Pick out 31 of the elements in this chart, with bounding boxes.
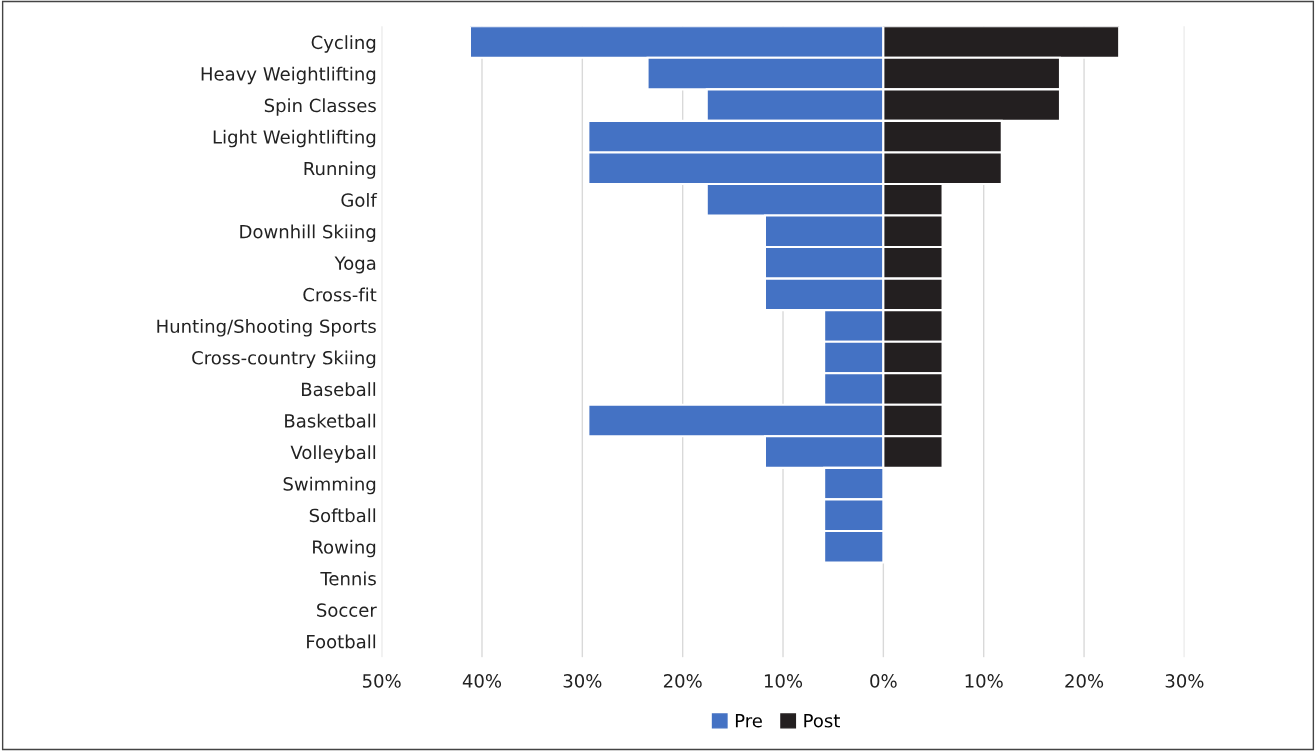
x-tick-label: 30% <box>563 674 602 688</box>
y-tick-label: Running <box>304 161 376 179</box>
x-tick-label: 10% <box>965 674 1003 688</box>
x-tick-label: 20% <box>1065 674 1104 688</box>
x-tick-label: 40% <box>462 674 502 688</box>
y-tick-label: Volleyball <box>290 445 376 463</box>
y-tick-label: Softball <box>309 508 376 523</box>
y-tick-label: Swimming <box>283 476 376 495</box>
y-tick-label: Rowing <box>313 539 376 558</box>
x-tick-label: 50% <box>362 674 401 688</box>
y-tick-label: Football <box>307 634 376 649</box>
legend-label: Post <box>804 714 840 728</box>
y-tick-label: Heavy Weightlifting <box>201 66 376 85</box>
y-tick-label: Baseball <box>302 382 376 397</box>
legend-label: Pre <box>735 714 762 728</box>
y-tick-label: Tennis <box>320 571 376 586</box>
y-tick-label: Golf <box>341 192 378 207</box>
x-tick-label: 30% <box>1165 674 1204 688</box>
y-tick-label: Hunting/Shooting Sports <box>157 319 376 337</box>
y-tick-label: Soccer <box>317 603 377 617</box>
y-tick-label: Cycling <box>311 35 376 53</box>
y-tick-label: Basketball <box>285 413 376 428</box>
y-tick-label: Spin Classes <box>264 98 376 116</box>
x-tick-label: 0% <box>870 674 897 688</box>
y-tick-label: Cross-country Skiing <box>192 350 376 369</box>
y-tick-label: Light Weightlifting <box>213 129 376 148</box>
y-tick-label: Yoga <box>334 256 376 274</box>
x-tick-label: 20% <box>663 674 702 688</box>
y-tick-label: Downhill Skiing <box>240 224 376 242</box>
x-tick-label: 10% <box>764 674 803 688</box>
y-tick-label: Cross-fit <box>303 287 377 302</box>
